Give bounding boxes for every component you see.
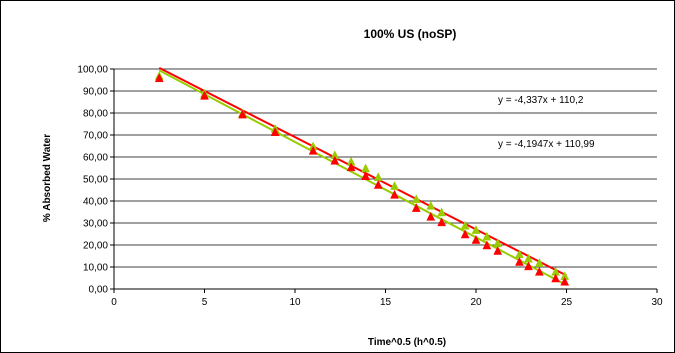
data-point	[534, 266, 544, 276]
axes	[110, 68, 658, 293]
x-tick-label: 25	[561, 297, 573, 308]
data-point	[437, 217, 447, 227]
y-tick-label: 50,00	[83, 175, 108, 186]
data-point	[390, 181, 399, 190]
data-point	[471, 234, 481, 244]
data-point	[361, 171, 370, 180]
x-tick-label: 30	[651, 297, 663, 308]
data-point	[426, 211, 436, 221]
data-point	[493, 245, 503, 255]
data-point	[308, 145, 318, 155]
data-point	[346, 162, 356, 172]
y-tick-label: 40,00	[83, 197, 108, 208]
data-point	[460, 220, 470, 230]
x-tick-label: 15	[380, 297, 392, 308]
x-tick-label: 5	[202, 297, 208, 308]
y-tick-label: 100,00	[77, 65, 108, 76]
y-tick-label: 90,00	[83, 87, 108, 98]
x-tick-label: 0	[111, 297, 117, 308]
data-point	[361, 163, 370, 173]
data-point	[524, 261, 533, 271]
data-point	[390, 189, 399, 199]
x-tick-label: 10	[289, 297, 301, 308]
data-point	[411, 203, 421, 212]
data-point	[482, 240, 492, 250]
data-point	[154, 73, 164, 83]
data-point	[200, 90, 209, 100]
y-tick-label: 70,00	[83, 131, 108, 142]
data-point	[534, 258, 544, 267]
data-point	[238, 109, 247, 119]
data-point	[471, 225, 481, 234]
data-point	[373, 179, 383, 189]
y-tick-label: 10,00	[83, 263, 108, 274]
data-point	[270, 127, 280, 136]
tick-labels: 0,00 10,00 20,00 30,00 40,00 50,00 60,00 70,00 8…	[77, 65, 663, 309]
data-point	[551, 273, 561, 283]
data-point	[330, 155, 340, 165]
y-tick-label: 80,00	[83, 109, 108, 120]
trendline-equation-red: y = -4,1947x + 110,99	[498, 139, 595, 150]
data-point	[515, 256, 524, 266]
y-tick-label: 20,00	[83, 241, 108, 252]
data-point	[373, 172, 383, 182]
data-point	[437, 207, 447, 217]
data-point	[426, 200, 436, 210]
data-point	[560, 276, 570, 286]
data-point	[411, 194, 421, 204]
chart-title: 100% US (noSP)	[364, 27, 457, 41]
y-tick-label: 60,00	[83, 153, 108, 164]
data-point	[482, 231, 492, 241]
x-axis-title: Time^0.5 (h^0.5)	[368, 337, 446, 348]
x-tick-label: 20	[470, 297, 482, 308]
trendline-equation-green: y = -4,337x + 110,2	[498, 95, 584, 106]
gridlines	[114, 68, 657, 290]
y-axis-title: % Absorbed Water	[42, 134, 53, 222]
y-tick-label: 0,00	[89, 285, 109, 296]
y-tick-label: 30,00	[83, 219, 108, 230]
data-point	[460, 229, 470, 239]
data-points	[154, 71, 570, 286]
